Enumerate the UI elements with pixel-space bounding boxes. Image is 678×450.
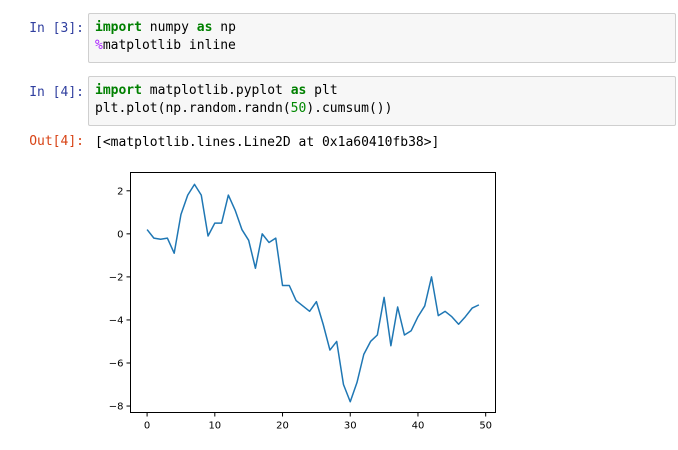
keyword-import: import <box>95 83 142 98</box>
code-cell-4[interactable]: import matplotlib.pyplot as plt plt.plot… <box>88 76 676 126</box>
y-tick-label: 2 <box>117 186 123 197</box>
y-tick-label: −4 <box>109 315 124 326</box>
x-tick-label: 0 <box>144 421 150 432</box>
output-text: [<matplotlib.lines.Line2D at 0x1a60410fb… <box>95 135 440 150</box>
input-prompt-3: In [3]: <box>29 21 84 36</box>
y-tick-label: −6 <box>109 358 124 369</box>
output-prompt-4: Out[4]: <box>29 134 84 149</box>
magic-command: matplotlib inline <box>102 38 236 53</box>
code-number: 50 <box>290 101 307 116</box>
x-tick-label: 20 <box>276 421 289 432</box>
module-alias: np <box>212 20 236 35</box>
y-tick-label: −2 <box>109 272 124 283</box>
module-name: numpy <box>141 20 197 35</box>
x-tick-label: 30 <box>344 421 357 432</box>
data-line <box>146 183 480 403</box>
magic-symbol: % <box>95 38 103 53</box>
input-prompt-4: In [4]: <box>29 85 84 100</box>
module-name: matplotlib.pyplot <box>141 83 291 98</box>
code-cell-3[interactable]: import numpy as np %matplotlib inline <box>88 13 676 63</box>
x-tick-label: 40 <box>412 421 425 432</box>
module-alias: plt <box>306 83 338 98</box>
plot-area <box>130 172 496 413</box>
y-tick-label: −8 <box>109 402 124 413</box>
keyword-import: import <box>95 20 142 35</box>
keyword-as: as <box>290 83 307 98</box>
x-tick-label: 50 <box>479 421 492 432</box>
keyword-as: as <box>196 20 213 35</box>
code-call-pre: plt.plot(np.random.randn( <box>95 101 291 116</box>
x-tick-label: 10 <box>208 421 221 432</box>
y-tick-label: 0 <box>117 229 123 240</box>
code-call-post: ).cumsum()) <box>306 101 393 116</box>
